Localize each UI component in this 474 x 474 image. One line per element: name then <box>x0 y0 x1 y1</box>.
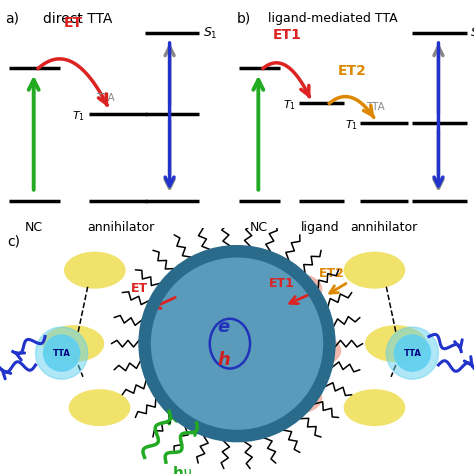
Text: $T_1$: $T_1$ <box>72 109 85 123</box>
Text: ligand: ligand <box>301 221 339 234</box>
Ellipse shape <box>275 383 322 413</box>
Text: ET2: ET2 <box>319 267 345 280</box>
Text: TTA: TTA <box>403 349 421 357</box>
Ellipse shape <box>344 389 405 426</box>
Text: ET: ET <box>131 282 148 294</box>
Circle shape <box>145 251 329 436</box>
Text: $T_1$: $T_1$ <box>283 99 296 112</box>
Ellipse shape <box>69 389 130 426</box>
Text: b): b) <box>237 12 251 26</box>
Ellipse shape <box>344 252 405 289</box>
Text: c): c) <box>7 235 20 249</box>
Text: ET: ET <box>64 17 83 30</box>
Text: a): a) <box>5 12 19 26</box>
Ellipse shape <box>43 325 104 362</box>
Circle shape <box>386 327 438 379</box>
Text: TTA: TTA <box>366 102 385 112</box>
Text: $S_1$: $S_1$ <box>470 26 474 41</box>
Text: ligand-mediated TTA: ligand-mediated TTA <box>268 12 397 25</box>
Text: NC: NC <box>249 221 267 234</box>
Text: annihilator: annihilator <box>87 221 154 234</box>
Circle shape <box>36 327 88 379</box>
Text: $T_1$: $T_1$ <box>345 118 358 132</box>
Text: annihilator: annihilator <box>350 221 418 234</box>
Text: ET1: ET1 <box>269 277 295 290</box>
Text: ET1: ET1 <box>273 28 301 42</box>
Circle shape <box>44 335 80 371</box>
Text: h$\nu$: h$\nu$ <box>172 465 193 474</box>
Text: ET2: ET2 <box>337 64 366 78</box>
Ellipse shape <box>365 325 427 362</box>
Circle shape <box>394 335 430 371</box>
Text: $S_1$: $S_1$ <box>203 26 218 41</box>
Text: h: h <box>217 351 230 369</box>
Text: direct TTA: direct TTA <box>43 12 112 26</box>
Text: TTA: TTA <box>96 93 115 103</box>
Ellipse shape <box>275 274 322 305</box>
Text: e: e <box>218 318 230 336</box>
Text: NC: NC <box>25 221 43 234</box>
Ellipse shape <box>64 252 126 289</box>
Text: TTA: TTA <box>53 349 71 357</box>
Ellipse shape <box>294 336 341 366</box>
